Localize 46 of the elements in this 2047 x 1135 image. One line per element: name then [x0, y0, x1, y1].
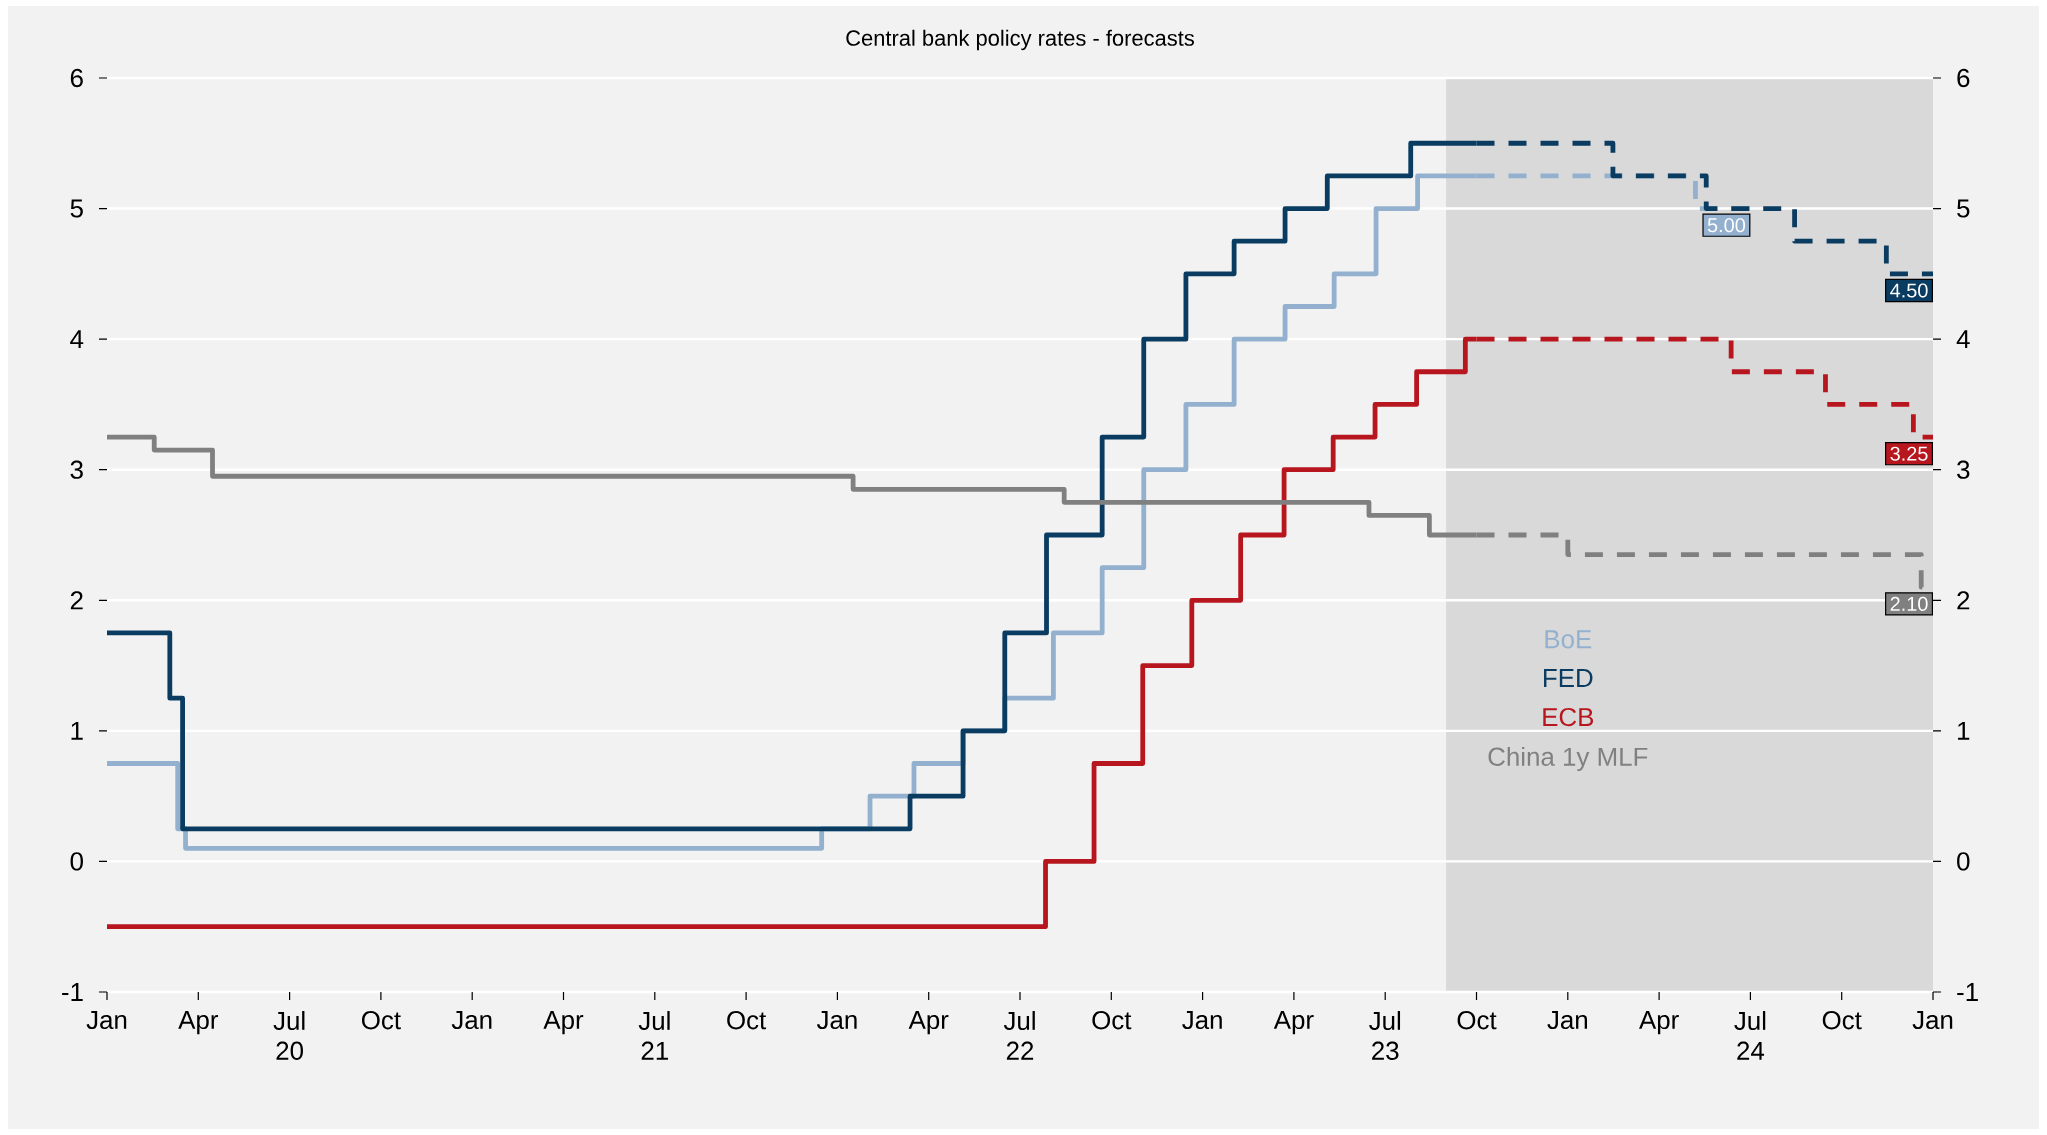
x-tick-label: Jul 23	[1369, 1011, 1401, 1060]
chart-title: Central bank policy rates - forecasts	[846, 29, 1194, 51]
y-tick-label: 2	[70, 591, 83, 610]
y-tick-label: 3	[70, 460, 83, 479]
text: China 1y MLF	[1488, 746, 1648, 772]
x-tick-label: Jul 22	[1003, 1011, 1035, 1060]
x-tick-label: Apr	[1273, 1011, 1314, 1035]
y-tick-label: 1	[71, 721, 83, 740]
x-tick-label: Jul 24	[1734, 1011, 1766, 1060]
y2-tick-label: 6	[1957, 68, 1970, 88]
x-tick-label: Jul 21	[638, 1011, 670, 1060]
y-tick-label: 6	[70, 68, 83, 88]
x-tick-label: Oct	[1092, 1011, 1132, 1030]
y2-tick-label: 0	[1957, 852, 1970, 871]
text: BoE	[1545, 630, 1592, 649]
x-tick-label: Apr	[908, 1011, 949, 1035]
x-tick-label: Jan	[451, 1011, 492, 1030]
y-tick-label: -1	[62, 983, 83, 1001]
x-tick-label: Oct	[361, 1011, 401, 1030]
x-tick-label: Jul 20	[273, 1011, 305, 1060]
data-label: 5.00	[1707, 218, 1746, 233]
x-tick-label: Apr	[1639, 1011, 1679, 1035]
x-tick-label: Jan	[1182, 1011, 1222, 1030]
y2-tick-label: 3	[1957, 460, 1970, 479]
x-tick-label: Jan	[1912, 1011, 1953, 1030]
text: ECB	[1543, 707, 1594, 727]
y-tick-label: 5	[70, 199, 83, 218]
x-tick-label: Jan	[816, 1011, 857, 1030]
text: FED	[1544, 669, 1593, 687]
x-tick-label: Apr	[543, 1011, 584, 1035]
data-label: 3.25	[1890, 446, 1928, 461]
x-tick-label: Jan	[86, 1011, 127, 1030]
x-tick-label: Oct	[1457, 1011, 1497, 1030]
x-tick-label: Oct	[727, 1011, 767, 1030]
data-label: 2.10	[1890, 596, 1928, 611]
x-tick-label: Jan	[1547, 1011, 1587, 1030]
x-tick-label: Oct	[1822, 1011, 1862, 1030]
y-tick-label: 4	[70, 330, 84, 349]
y2-tick-label: -1	[1957, 983, 1978, 1001]
y-tick-label: 0	[70, 852, 83, 871]
y2-tick-label: 5	[1957, 199, 1970, 218]
data-label: 4.50	[1890, 283, 1928, 298]
y2-tick-label: 1	[1958, 721, 1970, 740]
x-tick-label: Apr	[178, 1011, 219, 1035]
y2-tick-label: 4	[1956, 330, 1970, 349]
y2-tick-label: 2	[1957, 591, 1970, 610]
